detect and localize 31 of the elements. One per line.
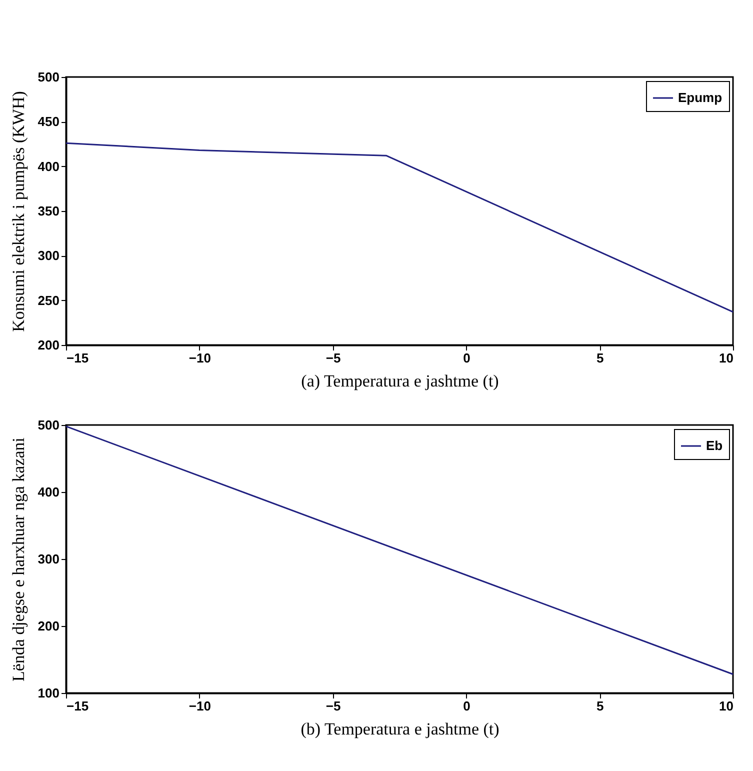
x-tick-label: 0 xyxy=(463,698,470,714)
y-tick-label: 500 xyxy=(38,418,60,432)
x-tick-label: −15 xyxy=(66,698,89,714)
y-tick-label: 400 xyxy=(38,158,60,174)
x-tick-label: −10 xyxy=(188,350,211,366)
y-axis-title: Lënda djegse e harxhuar nga kazani xyxy=(8,437,28,682)
x-axis-title: (a) Temperatura e jashtme (t) xyxy=(301,372,499,390)
x-tick-label: 10 xyxy=(719,350,734,366)
y-tick-label: 200 xyxy=(38,338,60,352)
x-tick-label: 10 xyxy=(719,698,734,714)
y-tick-label: 250 xyxy=(38,292,60,308)
y-tick-label: 350 xyxy=(38,204,60,218)
y-tick-label: 100 xyxy=(38,686,60,700)
y-tick-label: 450 xyxy=(38,114,60,130)
y-axis-title: Konsumi elektrik i pumpës (KWH) xyxy=(8,91,28,332)
legend-label: Eb xyxy=(706,438,723,453)
x-tick-label: −5 xyxy=(326,698,341,714)
x-tick-label: −10 xyxy=(188,698,211,714)
x-axis-title: (b) Temperatura e jashtme (t) xyxy=(300,720,500,738)
x-tick-label: 0 xyxy=(463,350,470,366)
line-series xyxy=(65,142,734,313)
y-tick-label: 200 xyxy=(38,618,60,634)
x-tick-label: 5 xyxy=(596,350,604,366)
y-tick-label: 300 xyxy=(38,552,60,566)
y-tick-label: 400 xyxy=(38,484,60,500)
y-tick-label: 500 xyxy=(38,70,60,84)
x-tick-label: 5 xyxy=(596,698,604,714)
y-tick-label: 300 xyxy=(38,248,60,264)
x-tick-label: −5 xyxy=(326,350,341,366)
legend-label: Epump xyxy=(678,90,722,105)
x-tick-label: −15 xyxy=(66,350,89,366)
